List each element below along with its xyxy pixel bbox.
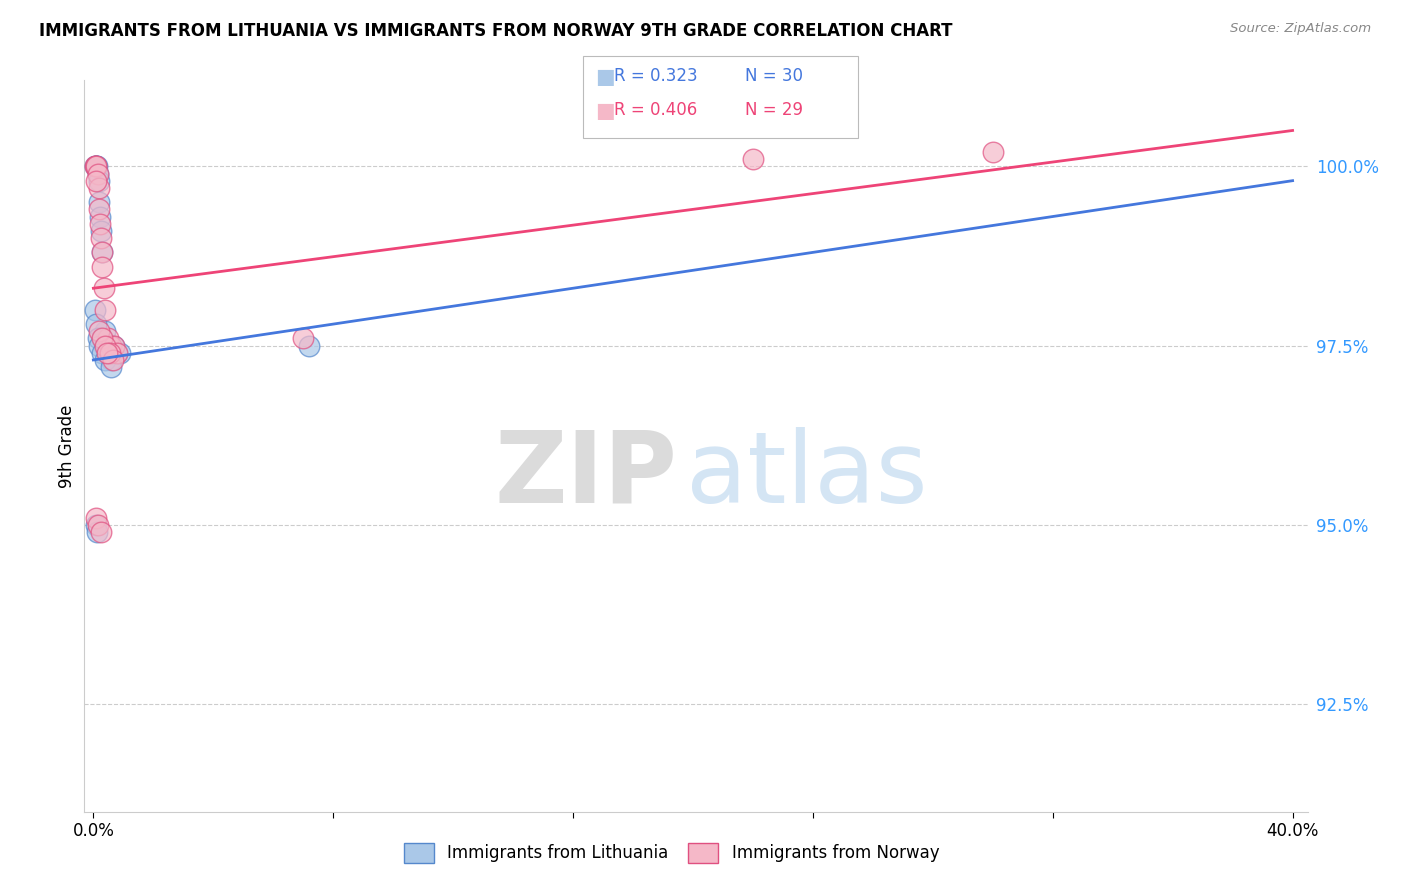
Point <box>103 338 125 352</box>
Point <box>89 195 111 210</box>
Point <box>87 331 110 345</box>
Point <box>89 210 111 224</box>
Text: atlas: atlas <box>686 426 928 524</box>
Point <box>87 167 110 181</box>
Text: IMMIGRANTS FROM LITHUANIA VS IMMIGRANTS FROM NORWAY 9TH GRADE CORRELATION CHART: IMMIGRANTS FROM LITHUANIA VS IMMIGRANTS … <box>39 22 953 40</box>
Point <box>97 345 120 359</box>
Point <box>292 331 315 345</box>
Text: N = 29: N = 29 <box>745 102 803 120</box>
Point <box>91 260 114 274</box>
Point <box>90 231 112 245</box>
Point <box>94 353 117 368</box>
Text: ■: ■ <box>595 102 614 121</box>
Point <box>97 331 120 345</box>
Point <box>86 159 108 173</box>
Point <box>91 331 114 345</box>
Point <box>90 224 112 238</box>
Point <box>94 324 117 338</box>
Point <box>87 174 110 188</box>
Legend: Immigrants from Lithuania, Immigrants from Norway: Immigrants from Lithuania, Immigrants fr… <box>396 837 946 869</box>
Point <box>91 345 114 359</box>
Point <box>83 302 105 317</box>
Point <box>94 338 117 352</box>
Point <box>94 302 117 317</box>
Point <box>91 331 114 345</box>
Point <box>93 338 115 352</box>
Point <box>100 338 122 352</box>
Point <box>87 167 110 181</box>
Point <box>105 345 128 359</box>
Point <box>96 338 118 352</box>
Text: R = 0.323: R = 0.323 <box>614 67 697 85</box>
Point <box>89 202 111 217</box>
Point <box>87 181 110 195</box>
Point <box>93 281 115 295</box>
Point <box>100 360 122 375</box>
Point <box>89 217 111 231</box>
Point <box>86 174 108 188</box>
Text: Source: ZipAtlas.com: Source: ZipAtlas.com <box>1230 22 1371 36</box>
Y-axis label: 9th Grade: 9th Grade <box>58 404 76 488</box>
Text: ■: ■ <box>595 67 614 87</box>
Point <box>742 152 765 166</box>
Point <box>90 524 112 539</box>
Point <box>84 517 107 532</box>
Point <box>981 145 1004 159</box>
Point <box>84 510 107 524</box>
Point <box>98 345 121 359</box>
Point <box>103 338 125 352</box>
Point <box>84 159 107 173</box>
Point <box>110 345 132 359</box>
Point <box>89 338 111 352</box>
Point <box>98 345 121 359</box>
Point <box>83 159 105 173</box>
Point <box>90 245 112 260</box>
Text: N = 30: N = 30 <box>745 67 803 85</box>
Point <box>86 317 108 331</box>
Text: ZIP: ZIP <box>495 426 678 524</box>
Point <box>83 159 105 173</box>
Point <box>101 353 124 368</box>
Point <box>89 324 111 338</box>
Point <box>96 345 118 359</box>
Point <box>105 345 128 359</box>
Text: R = 0.406: R = 0.406 <box>614 102 697 120</box>
Point <box>298 338 321 352</box>
Point <box>86 524 108 539</box>
Point <box>84 159 107 173</box>
Point <box>86 159 108 173</box>
Point <box>87 517 110 532</box>
Point <box>90 245 112 260</box>
Point <box>86 159 108 173</box>
Point <box>100 353 122 368</box>
